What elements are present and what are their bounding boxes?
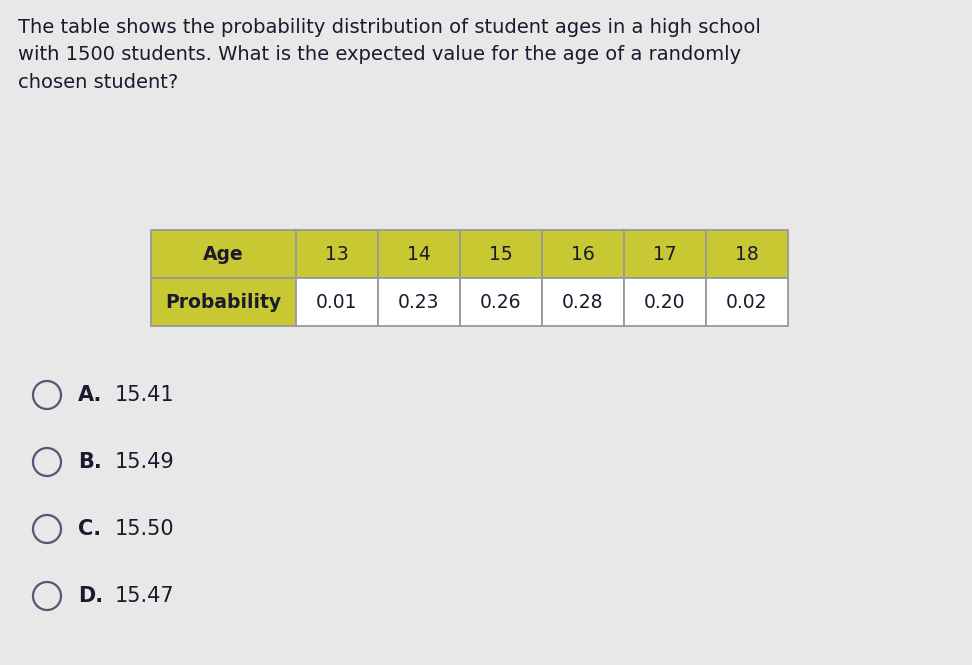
- Bar: [295, 230, 378, 278]
- Bar: [541, 278, 624, 326]
- Text: A.: A.: [78, 385, 102, 405]
- Text: 17: 17: [653, 245, 677, 263]
- Text: Probability: Probability: [165, 293, 281, 311]
- Text: 0.01: 0.01: [316, 293, 358, 311]
- Circle shape: [33, 381, 61, 409]
- Text: 15.47: 15.47: [115, 586, 175, 606]
- Bar: [460, 230, 541, 278]
- Circle shape: [33, 515, 61, 543]
- Bar: [378, 230, 460, 278]
- Text: C.: C.: [78, 519, 101, 539]
- Text: 16: 16: [571, 245, 595, 263]
- Bar: [460, 278, 541, 326]
- Circle shape: [33, 582, 61, 610]
- Text: 15.41: 15.41: [115, 385, 175, 405]
- Bar: [624, 278, 706, 326]
- Text: Age: Age: [203, 245, 244, 263]
- Bar: [378, 278, 460, 326]
- Text: D.: D.: [78, 586, 103, 606]
- Bar: [624, 230, 706, 278]
- Bar: [706, 278, 787, 326]
- Text: 0.23: 0.23: [398, 293, 439, 311]
- Circle shape: [33, 448, 61, 476]
- Text: The table shows the probability distribution of student ages in a high school
wi: The table shows the probability distribu…: [18, 18, 761, 92]
- Text: 15: 15: [489, 245, 512, 263]
- Bar: [295, 278, 378, 326]
- Bar: [151, 230, 295, 278]
- Text: B.: B.: [78, 452, 102, 472]
- Text: 0.28: 0.28: [562, 293, 604, 311]
- Text: 14: 14: [406, 245, 431, 263]
- Text: 0.26: 0.26: [480, 293, 521, 311]
- Text: 15.50: 15.50: [115, 519, 175, 539]
- Bar: [706, 230, 787, 278]
- Text: 13: 13: [325, 245, 349, 263]
- Text: 0.02: 0.02: [726, 293, 768, 311]
- Bar: [151, 278, 295, 326]
- Text: 0.20: 0.20: [643, 293, 685, 311]
- Text: 15.49: 15.49: [115, 452, 175, 472]
- Bar: [541, 230, 624, 278]
- Text: 18: 18: [735, 245, 758, 263]
